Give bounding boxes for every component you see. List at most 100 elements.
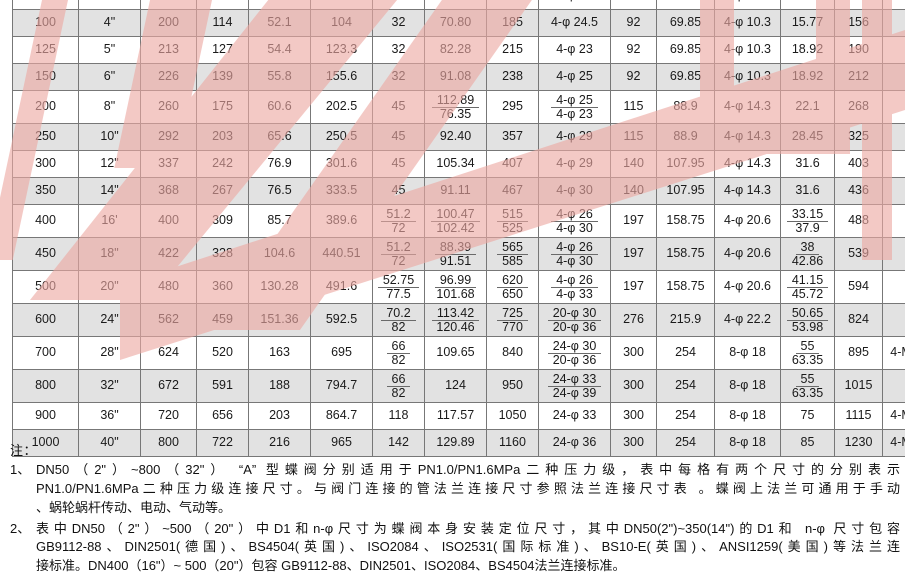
- split-value-bottom: 4-φ 30: [556, 220, 593, 235]
- table-cell-D: 656: [196, 402, 249, 430]
- table-cell-W: 140: [610, 177, 657, 205]
- table-cell-D3: 158.75: [656, 237, 715, 271]
- table-cell-D3: 254: [656, 402, 715, 430]
- split-value-bottom: 20-φ 36: [552, 319, 597, 334]
- table-cell-D4: 403: [834, 150, 883, 178]
- table-cell-D1: 155.6: [310, 63, 373, 91]
- table-cell-H2: 92.40: [424, 123, 487, 151]
- table-cell-DN: 125: [12, 36, 79, 64]
- table-cell-D3: 158.75: [656, 204, 715, 238]
- table-cell-D3: 107.95: [656, 150, 715, 178]
- table-cell-D2: 515 525: [486, 204, 539, 238]
- table-cell-W: 300: [610, 336, 657, 370]
- table-cell-DN: 200: [12, 90, 79, 124]
- table-cell-thread: -: [882, 90, 905, 124]
- table-cell-W: 92: [610, 0, 657, 10]
- table-cell-H1: 85.7: [248, 204, 311, 238]
- table-cell-H3: 31.6: [780, 150, 835, 178]
- table-cell-L: 292: [140, 123, 197, 151]
- table-cell-H1: 65.6: [248, 123, 311, 151]
- table-cell-DN: 250: [12, 123, 79, 151]
- split-value-top: 725: [497, 307, 528, 321]
- table-cell-L: 200: [140, 9, 197, 37]
- table-cell-D3: 69.85: [656, 9, 715, 37]
- split-value: 4-φ 26 4-φ 30: [540, 208, 609, 234]
- table-cell-L: 400: [140, 204, 197, 238]
- split-value-bottom: 76.35: [439, 106, 472, 121]
- table-cell-inch: 40": [78, 429, 141, 457]
- table-row: 800 32" 672 591 188 794.7 66 82 124 950 24-φ 33 24-…: [12, 369, 905, 403]
- table-cell-L: 368: [140, 177, 197, 205]
- table-row: 803"18010247.210.43271.211604-φ 249269.8…: [12, 0, 905, 10]
- table-cell-L: 480: [140, 270, 197, 304]
- split-value-top: 38: [795, 241, 820, 255]
- table-cell-DN: 600: [12, 303, 79, 337]
- table-cell-H1: 76.5: [248, 177, 311, 205]
- table-cell-D4: 824: [834, 303, 883, 337]
- table-cell-n-phi-1: 66 82: [372, 336, 425, 370]
- table-cell-H3: 41.15 45.72: [780, 270, 835, 304]
- split-value-top: 100.47: [431, 208, 480, 222]
- table-cell-D4: 488: [834, 204, 883, 238]
- table-cell-thread: 4-M30: [882, 402, 905, 430]
- table-cell-n-phi-2: 4-φ 26 4-φ 30: [538, 237, 611, 271]
- table-cell-D: 459: [196, 303, 249, 337]
- split-value-top: 51.2: [381, 208, 416, 222]
- table-cell-n-phi-1: 45: [372, 177, 425, 205]
- split-value: 88.39 91.51: [426, 241, 485, 267]
- table-cell-n-phi-2: 24-φ 36: [538, 429, 611, 457]
- table-cell-thread: -: [882, 369, 905, 403]
- split-value: 24-φ 33 24-φ 39: [540, 373, 609, 399]
- table-cell-L: 672: [140, 369, 197, 403]
- split-value-top: 41.15: [786, 274, 829, 288]
- table-cell-H1: 55.8: [248, 63, 311, 91]
- table-cell-H2: 124: [424, 369, 487, 403]
- table-cell-DN: 500: [12, 270, 79, 304]
- table-cell-W: 115: [610, 90, 657, 124]
- split-value-bottom: 20-φ 36: [552, 352, 597, 367]
- table-cell-D4: 895: [834, 336, 883, 370]
- table-cell-n-phi-3: 4-φ 14.3: [714, 150, 781, 178]
- split-value: 50.65 53.98: [782, 307, 833, 333]
- table-cell-inch: 6": [78, 63, 141, 91]
- table-cell-n-phi-3: 4-φ 10.3: [714, 63, 781, 91]
- table-cell-n-phi-1: 45: [372, 123, 425, 151]
- table-cell-H1: 52.1: [248, 9, 311, 37]
- table-cell-H1: 216: [248, 429, 311, 457]
- table-cell-H2: 70.80: [424, 9, 487, 37]
- table-cell-thread: 4-M33: [882, 429, 905, 457]
- table-cell-L: 800: [140, 429, 197, 457]
- split-value-top: 4-φ 26: [551, 208, 598, 222]
- table-cell-H2: 88.39 91.51: [424, 237, 487, 271]
- table-cell-n-phi-1: 51.2 72: [372, 237, 425, 271]
- split-value-bottom: 4-φ 30: [556, 253, 593, 268]
- table-cell-n-phi-2: 4-φ 29: [538, 150, 611, 178]
- table-cell-W: 300: [610, 402, 657, 430]
- split-value-bottom: 4-φ 23: [556, 106, 593, 121]
- split-value-top: 50.65: [786, 307, 829, 321]
- table-cell-D: 114: [196, 9, 249, 37]
- split-value-bottom: 120.46: [436, 319, 475, 334]
- split-value-bottom: 91.51: [439, 253, 472, 268]
- table-cell-n-phi-3: 4-φ 14.3: [714, 90, 781, 124]
- table-cell-inch: 18": [78, 237, 141, 271]
- table-cell-D1: 440.51: [310, 237, 373, 271]
- table-row: 150 6" 226 139 55.8 155.6 32 91.08 238 4-φ 25 92 69…: [12, 63, 905, 91]
- notes-section: 注： 1、 DN50（2"）~800（32"） “A” 型蝶阀分别适用于PN1.0…: [10, 440, 900, 578]
- table-cell-D1: 301.6: [310, 150, 373, 178]
- split-value-top: 66: [386, 340, 411, 354]
- table-cell-DN: 700: [12, 336, 79, 370]
- table-cell-H1: 54.4: [248, 36, 311, 64]
- split-value-bottom: 53.98: [791, 319, 824, 334]
- split-value-top: 24-φ 33: [547, 373, 602, 387]
- table-cell-H1: 203: [248, 402, 311, 430]
- split-value-bottom: 37.9: [795, 220, 820, 235]
- table-cell-W: 92: [610, 9, 657, 37]
- split-value: 565 585: [488, 241, 537, 267]
- split-value-top: 55: [795, 340, 820, 354]
- table-cell-D: 328: [196, 237, 249, 271]
- table-cell-D1: 592.5: [310, 303, 373, 337]
- table-cell-D4: 156: [834, 9, 883, 37]
- table-row: 100 4" 200 114 52.1 104 32 70.80 185 4-φ 24.5 92 69…: [12, 9, 905, 37]
- split-value-bottom: 63.35: [791, 385, 824, 400]
